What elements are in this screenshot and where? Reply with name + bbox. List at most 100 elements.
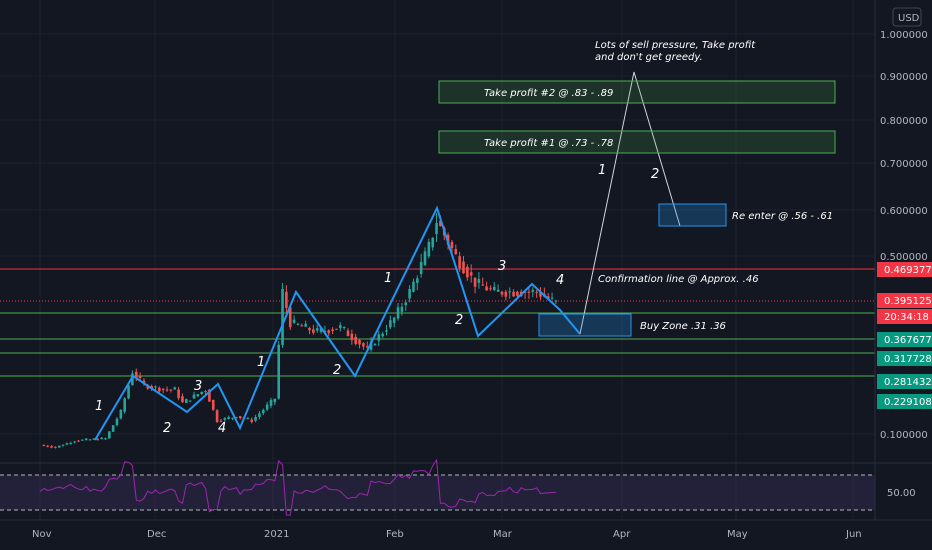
candle-body bbox=[208, 389, 211, 402]
candle-body bbox=[150, 386, 153, 389]
candle-body bbox=[77, 440, 80, 442]
candle-body bbox=[458, 256, 461, 269]
candle-body bbox=[262, 409, 265, 414]
candle-body bbox=[389, 320, 392, 328]
candle-body bbox=[319, 328, 323, 332]
y-tick: 0.800000 bbox=[880, 116, 928, 127]
badge-0281432 bbox=[877, 374, 932, 389]
take-profit-1-zone[interactable] bbox=[438, 130, 836, 154]
candle-body bbox=[54, 446, 57, 448]
candle-body bbox=[331, 329, 334, 332]
candle-body bbox=[108, 431, 111, 439]
candle-body bbox=[223, 418, 227, 420]
countdown-label: 20:34:18 bbox=[884, 312, 929, 323]
candle-body bbox=[231, 417, 234, 419]
annotation-sell-pressure-2: and don't get greedy. bbox=[595, 52, 703, 63]
annotations: Lots of sell pressure, Take profit and d… bbox=[484, 40, 833, 332]
candle-body bbox=[188, 400, 192, 402]
buy-zone[interactable] bbox=[538, 313, 632, 337]
y-tick: 0.100000 bbox=[880, 430, 928, 441]
candle-body bbox=[358, 340, 361, 345]
candle-body bbox=[292, 319, 296, 323]
x-tick: May bbox=[727, 529, 748, 540]
candle-body bbox=[285, 291, 288, 308]
candle-body bbox=[469, 272, 473, 276]
candle-body bbox=[500, 291, 504, 295]
candle-body bbox=[423, 251, 427, 266]
candles bbox=[42, 213, 558, 449]
badge-0469377 bbox=[877, 262, 932, 277]
candle-body bbox=[131, 373, 134, 386]
wave-label: 3 bbox=[194, 379, 202, 394]
candle-body bbox=[235, 417, 238, 419]
candle-body bbox=[161, 388, 165, 390]
candle-body bbox=[496, 289, 500, 292]
candle-body bbox=[254, 416, 257, 421]
candle-body bbox=[165, 389, 169, 391]
take-profit-2-zone[interactable] bbox=[438, 80, 836, 104]
candle-body bbox=[327, 330, 331, 334]
rsi-line bbox=[39, 458, 556, 516]
candle-body bbox=[211, 399, 215, 410]
candle-body bbox=[342, 326, 346, 328]
candle-body bbox=[523, 291, 527, 293]
candle-body bbox=[493, 286, 496, 290]
candle-body bbox=[427, 241, 431, 257]
candle-body bbox=[215, 410, 219, 423]
candle-body bbox=[473, 277, 477, 287]
candle-body bbox=[504, 291, 508, 297]
candle-body bbox=[192, 394, 196, 399]
grid bbox=[0, 0, 875, 520]
candle-body bbox=[269, 399, 273, 406]
candle-body bbox=[88, 439, 92, 441]
candle-body bbox=[69, 442, 73, 444]
badge-0367677 bbox=[877, 332, 932, 347]
y-tick: 0.500000 bbox=[880, 252, 928, 263]
candle-body bbox=[119, 409, 123, 419]
candle-body bbox=[404, 302, 408, 306]
candle-body bbox=[516, 291, 519, 296]
wave-label: 2 bbox=[455, 313, 463, 328]
candle-body bbox=[100, 437, 103, 439]
candle-body bbox=[238, 416, 242, 419]
badge-label: 0.317728 bbox=[884, 354, 932, 365]
currency-button[interactable] bbox=[892, 7, 922, 27]
candle-body bbox=[57, 445, 61, 448]
badge-label: 0.469377 bbox=[884, 265, 932, 276]
candle-body bbox=[408, 289, 411, 299]
candle-body bbox=[508, 291, 511, 293]
badge-0229108 bbox=[877, 394, 932, 409]
candle-body bbox=[84, 438, 88, 441]
candle-body bbox=[277, 344, 280, 399]
candle-body bbox=[462, 261, 465, 274]
y-tick: 1.000000 bbox=[880, 30, 928, 41]
candle-body bbox=[181, 396, 184, 403]
candle-body bbox=[308, 327, 311, 331]
candle-body bbox=[416, 278, 419, 283]
wave-label: 1 bbox=[95, 399, 103, 414]
candle-body bbox=[154, 386, 157, 388]
y-tick: 0.700000 bbox=[880, 159, 928, 170]
candle-body bbox=[177, 389, 180, 398]
candle-body bbox=[50, 446, 53, 448]
candle-body bbox=[550, 297, 554, 299]
candle-body bbox=[227, 417, 230, 419]
currency-label: USD bbox=[898, 13, 920, 24]
annotation-re-enter: Re enter @ .56 - .61 bbox=[732, 211, 833, 222]
candle-body bbox=[454, 249, 458, 255]
candle-body bbox=[134, 371, 138, 378]
candle-body bbox=[512, 291, 515, 297]
re-enter-zone[interactable] bbox=[658, 203, 727, 227]
candle-body bbox=[92, 438, 96, 440]
candle-body bbox=[61, 445, 65, 447]
candle-body bbox=[200, 391, 203, 394]
annotation-sell-pressure-1: Lots of sell pressure, Take profit bbox=[595, 40, 756, 51]
candle-body bbox=[392, 317, 396, 323]
time-axis[interactable]: Nov Dec 2021 Feb Mar Apr May Jun bbox=[0, 519, 932, 540]
badge-label: 0.367677 bbox=[884, 335, 932, 346]
price-axis[interactable]: 1.000000 0.900000 0.800000 0.700000 0.60… bbox=[874, 0, 932, 520]
candle-body bbox=[281, 288, 284, 346]
candle-body bbox=[435, 223, 438, 234]
candle-body bbox=[81, 439, 84, 441]
